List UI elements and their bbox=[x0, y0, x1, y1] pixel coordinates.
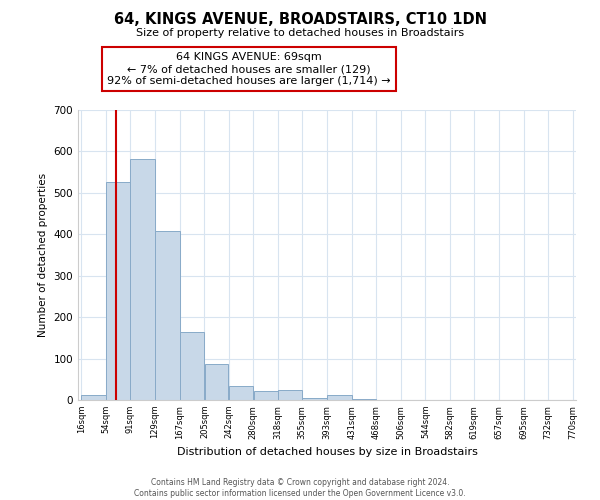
Bar bbox=[302, 398, 327, 400]
Bar bbox=[130, 160, 155, 400]
Bar bbox=[254, 392, 278, 400]
X-axis label: Distribution of detached houses by size in Broadstairs: Distribution of detached houses by size … bbox=[176, 447, 478, 457]
Bar bbox=[352, 399, 376, 400]
Bar bbox=[82, 394, 106, 400]
Bar bbox=[278, 390, 302, 400]
Y-axis label: Number of detached properties: Number of detached properties bbox=[38, 173, 48, 337]
Text: Contains HM Land Registry data © Crown copyright and database right 2024.
Contai: Contains HM Land Registry data © Crown c… bbox=[134, 478, 466, 498]
Bar bbox=[229, 386, 253, 400]
Text: 64 KINGS AVENUE: 69sqm
← 7% of detached houses are smaller (129)
92% of semi-det: 64 KINGS AVENUE: 69sqm ← 7% of detached … bbox=[107, 52, 391, 86]
Bar bbox=[155, 232, 179, 400]
Text: 64, KINGS AVENUE, BROADSTAIRS, CT10 1DN: 64, KINGS AVENUE, BROADSTAIRS, CT10 1DN bbox=[113, 12, 487, 28]
Text: Size of property relative to detached houses in Broadstairs: Size of property relative to detached ho… bbox=[136, 28, 464, 38]
Bar bbox=[180, 332, 204, 400]
Bar bbox=[205, 364, 229, 400]
Bar bbox=[327, 395, 352, 400]
Bar bbox=[106, 182, 130, 400]
